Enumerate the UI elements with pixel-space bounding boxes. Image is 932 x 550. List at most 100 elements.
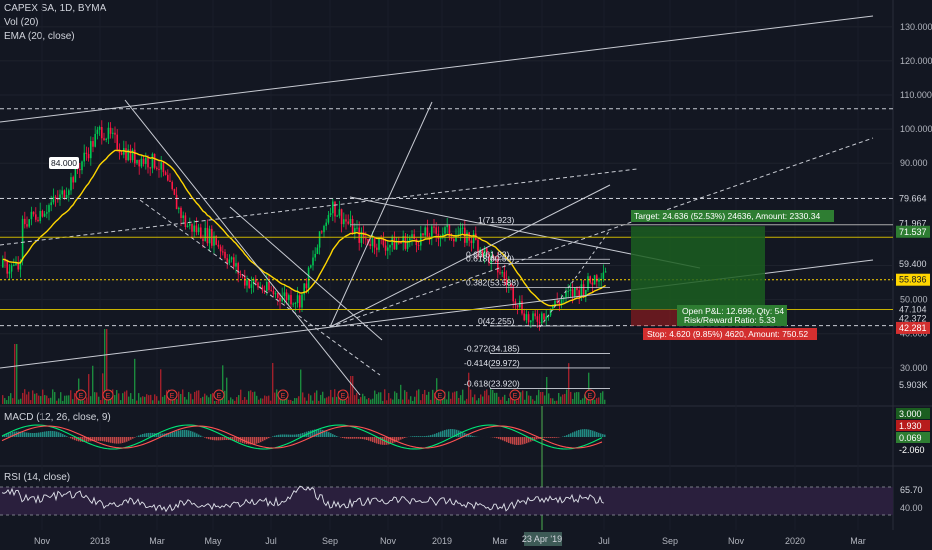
volume-bar	[392, 399, 394, 404]
volume-bar	[518, 397, 520, 404]
candle	[569, 289, 572, 292]
volume-bar	[586, 395, 588, 404]
volume-bar	[136, 400, 138, 404]
fib-level-label: 0.66(61.83)	[466, 249, 510, 259]
price-badge-bg	[896, 273, 930, 286]
macd-histogram-bar	[336, 436, 338, 437]
macd-histogram-bar	[118, 437, 120, 444]
candle	[481, 249, 484, 256]
earnings-marker	[337, 389, 349, 401]
macd-histogram-bar	[262, 437, 264, 442]
macd-histogram-bar	[132, 437, 134, 439]
volume-bar	[296, 398, 298, 404]
macd-histogram-bar	[200, 435, 202, 437]
macd-histogram-bar	[430, 435, 432, 437]
volume-bar	[308, 393, 310, 404]
candle	[65, 195, 68, 199]
macd-histogram-bar	[324, 430, 326, 437]
volume-bar	[378, 392, 380, 404]
volume-bar	[472, 397, 474, 404]
macd-histogram-bar	[354, 437, 356, 439]
volume-bar	[226, 377, 228, 404]
volume-bar	[486, 389, 488, 404]
candle	[173, 189, 176, 195]
volume-bar	[432, 389, 434, 404]
macd-histogram-bar	[342, 437, 344, 439]
volume-bar	[118, 393, 120, 404]
volume-bar	[238, 395, 240, 404]
macd-histogram-bar	[382, 437, 384, 445]
candle	[505, 278, 508, 285]
volume-bar	[428, 391, 430, 404]
volume-bar	[546, 377, 548, 404]
volume-bar	[446, 399, 448, 404]
candle	[270, 289, 272, 291]
volume-bar	[400, 384, 402, 404]
macd-histogram-bar	[422, 436, 424, 437]
volume-bar	[260, 398, 262, 404]
volume-bar	[450, 398, 452, 404]
volume-bar	[142, 396, 144, 404]
macd-pane-title[interactable]: MACD (12, 26, close, 9)	[4, 412, 111, 423]
target-label: Target: 24.636 (52.53%) 24636, Amount: 2…	[634, 211, 820, 221]
macd-histogram-bar	[516, 437, 518, 445]
candle	[299, 295, 301, 308]
macd-histogram-bar	[130, 437, 132, 440]
macd-histogram-bar	[328, 432, 330, 437]
volume-bar	[250, 390, 252, 404]
volume-bar	[240, 389, 242, 404]
macd-histogram-bar	[82, 437, 84, 442]
volume-bar	[292, 400, 294, 404]
macd-histogram-bar	[160, 433, 162, 437]
macd-histogram-bar	[214, 437, 216, 441]
volume-bar	[32, 390, 34, 404]
macd-histogram-bar	[594, 431, 596, 437]
candle	[521, 301, 523, 314]
macd-histogram-bar	[394, 437, 396, 443]
ema-indicator-label[interactable]: EMA (20, close)	[4, 31, 75, 42]
macd-histogram-bar	[526, 437, 528, 444]
candle	[246, 280, 248, 286]
candle	[120, 152, 123, 155]
macd-histogram-bar	[380, 437, 382, 445]
candle	[446, 224, 448, 228]
macd-histogram-bar	[34, 432, 36, 437]
candle	[189, 223, 191, 226]
rsi-pane-title[interactable]: RSI (14, close)	[4, 472, 71, 483]
candle	[488, 252, 490, 264]
x-axis-tick-label: 2020	[785, 536, 805, 546]
volume-bar	[146, 394, 148, 404]
macd-histogram-bar	[356, 437, 358, 439]
volume-bar	[178, 391, 180, 404]
macd-histogram-bar	[578, 429, 580, 437]
volume-bar	[414, 396, 416, 404]
macd-histogram-bar	[334, 435, 336, 437]
candle	[532, 313, 534, 321]
candle	[63, 190, 66, 199]
macd-histogram-bar	[122, 437, 124, 444]
volume-badge-bg	[896, 378, 930, 391]
volume-indicator-label[interactable]: Vol (20)	[4, 17, 39, 28]
candle	[105, 138, 107, 140]
candle	[556, 300, 558, 303]
volume-bar	[70, 390, 72, 404]
candle	[382, 238, 385, 246]
macd-histogram-bar	[514, 437, 516, 445]
macd-histogram-bar	[400, 437, 402, 440]
rsi-band	[0, 487, 893, 515]
volume-bar	[510, 393, 512, 404]
macd-histogram-bar	[20, 431, 22, 437]
volume-bar	[224, 390, 226, 404]
candle	[536, 316, 539, 322]
macd-histogram-bar	[206, 437, 208, 439]
x-axis-tick-label: Jul	[598, 536, 610, 546]
candle	[398, 242, 400, 244]
macd-histogram-bar	[168, 432, 170, 437]
candle	[519, 301, 521, 308]
price-axis-tick: 100.000	[900, 124, 932, 134]
macd-histogram-bar	[298, 433, 300, 437]
volume-bar	[552, 398, 554, 404]
candle	[345, 219, 347, 222]
candle	[450, 236, 453, 240]
